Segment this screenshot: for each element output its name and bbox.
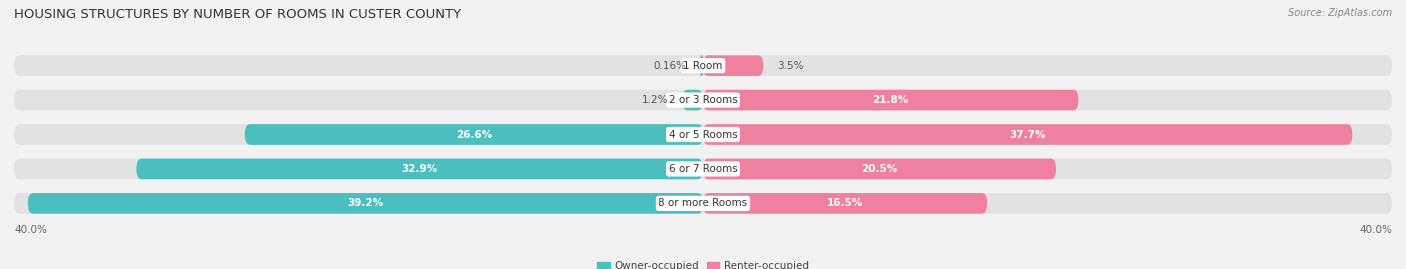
FancyBboxPatch shape	[703, 193, 987, 214]
Text: 16.5%: 16.5%	[827, 198, 863, 208]
FancyBboxPatch shape	[703, 159, 1056, 179]
FancyBboxPatch shape	[14, 90, 1392, 110]
Text: 21.8%: 21.8%	[873, 95, 908, 105]
FancyBboxPatch shape	[703, 90, 1078, 110]
Text: 1 Room: 1 Room	[683, 61, 723, 71]
FancyBboxPatch shape	[14, 124, 1392, 145]
FancyBboxPatch shape	[682, 90, 703, 110]
Text: Source: ZipAtlas.com: Source: ZipAtlas.com	[1288, 8, 1392, 18]
Text: 6 or 7 Rooms: 6 or 7 Rooms	[669, 164, 737, 174]
Text: 39.2%: 39.2%	[347, 198, 384, 208]
FancyBboxPatch shape	[14, 193, 1392, 214]
Text: 3.5%: 3.5%	[778, 61, 804, 71]
Legend: Owner-occupied, Renter-occupied: Owner-occupied, Renter-occupied	[593, 257, 813, 269]
Text: HOUSING STRUCTURES BY NUMBER OF ROOMS IN CUSTER COUNTY: HOUSING STRUCTURES BY NUMBER OF ROOMS IN…	[14, 8, 461, 21]
Text: 4 or 5 Rooms: 4 or 5 Rooms	[669, 129, 737, 140]
Text: 0.16%: 0.16%	[654, 61, 686, 71]
Text: 1.2%: 1.2%	[643, 95, 669, 105]
Text: 20.5%: 20.5%	[862, 164, 897, 174]
FancyBboxPatch shape	[28, 193, 703, 214]
FancyBboxPatch shape	[14, 159, 1392, 179]
FancyBboxPatch shape	[700, 55, 703, 76]
Text: 2 or 3 Rooms: 2 or 3 Rooms	[669, 95, 737, 105]
FancyBboxPatch shape	[703, 55, 763, 76]
FancyBboxPatch shape	[136, 159, 703, 179]
Text: 8 or more Rooms: 8 or more Rooms	[658, 198, 748, 208]
FancyBboxPatch shape	[703, 124, 1353, 145]
FancyBboxPatch shape	[245, 124, 703, 145]
Text: 40.0%: 40.0%	[14, 225, 46, 235]
FancyBboxPatch shape	[14, 55, 1392, 76]
Text: 32.9%: 32.9%	[402, 164, 437, 174]
Text: 40.0%: 40.0%	[1360, 225, 1392, 235]
Text: 37.7%: 37.7%	[1010, 129, 1046, 140]
Text: 26.6%: 26.6%	[456, 129, 492, 140]
